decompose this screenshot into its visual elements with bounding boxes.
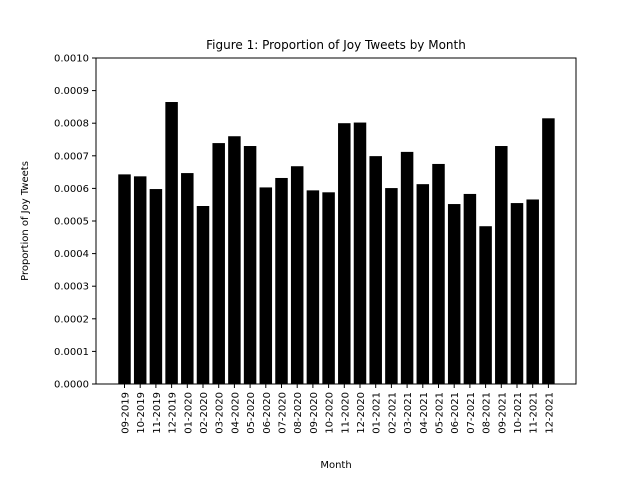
x-axis: 09-2019 10-2019 11-2019 12-2019 01-2020 02-20…	[121, 384, 555, 434]
bar-12-2019	[165, 102, 178, 384]
x-tick-label: 01-2020	[183, 392, 194, 434]
x-tick-label: 06-2021	[450, 392, 461, 434]
bar-06-2020	[259, 187, 273, 384]
x-tick-label: 04-2020	[230, 392, 241, 434]
bar-12-2020	[353, 122, 367, 385]
x-tick-label: 12-2020	[356, 392, 367, 434]
x-tick-label: 10-2021	[513, 392, 524, 434]
x-tick-label: 11-2021	[529, 392, 540, 434]
x-tick-label: 02-2020	[199, 392, 210, 434]
bar-07-2021	[463, 193, 477, 384]
y-axis: 0.0000 0.0001 0.0002 0.0003 0.0004 0.0005 0.00…	[54, 54, 96, 391]
bar-09-2019	[118, 174, 131, 384]
y-tick-label: 0.0005	[54, 217, 89, 228]
bar-09-2021	[495, 146, 508, 384]
bar-04-2021	[416, 184, 430, 384]
bars-group	[118, 102, 555, 385]
y-tick-label: 0.0000	[54, 380, 89, 391]
y-axis-label: Proportion of Joy Tweets	[20, 161, 31, 281]
x-tick-label: 04-2021	[419, 392, 430, 434]
y-tick-label: 0.0010	[54, 54, 89, 65]
bar-08-2021	[479, 226, 492, 384]
bar-08-2020	[290, 166, 304, 384]
bar-11-2020	[338, 123, 351, 384]
plot-frame	[95, 57, 577, 385]
bar-11-2019	[149, 189, 163, 384]
bar-03-2020	[212, 143, 225, 384]
bar-10-2021	[510, 203, 524, 384]
x-axis-label: Month	[320, 460, 351, 471]
y-tick-label: 0.0009	[54, 86, 89, 97]
y-tick-label: 0.0004	[54, 249, 89, 260]
x-tick-label: 07-2021	[466, 392, 477, 434]
y-tick-label: 0.0002	[54, 314, 89, 325]
bar-11-2021	[526, 199, 539, 384]
bar-12-2021	[542, 118, 555, 384]
y-tick-label: 0.0008	[54, 119, 89, 130]
y-tick-label: 0.0001	[54, 347, 89, 358]
y-tick-label: 0.0007	[54, 151, 89, 162]
x-tick-label: 11-2020	[340, 392, 351, 434]
bar-05-2021	[432, 163, 445, 384]
bar-05-2020	[243, 146, 257, 384]
bar-03-2021	[400, 151, 414, 384]
bar-02-2021	[385, 188, 398, 384]
x-tick-label: 09-2020	[309, 392, 320, 434]
y-tick-label: 0.0006	[54, 184, 89, 195]
x-tick-label: 10-2019	[136, 392, 147, 434]
x-tick-label: 03-2020	[215, 392, 226, 434]
bar-10-2019	[133, 176, 147, 384]
x-tick-label: 02-2021	[387, 392, 398, 434]
chart-title: Figure 1: Proportion of Joy Tweets by Mo…	[206, 38, 466, 52]
bar-09-2020	[306, 190, 320, 384]
bar-01-2020	[181, 173, 194, 384]
bar-01-2021	[369, 156, 382, 384]
bar-02-2020	[196, 206, 210, 384]
bar-06-2021	[447, 204, 461, 384]
bar-07-2020	[275, 177, 288, 384]
x-tick-label: 08-2020	[293, 392, 304, 434]
x-tick-label: 09-2019	[121, 392, 132, 434]
bar-04-2020	[228, 136, 241, 384]
x-tick-label: 12-2019	[168, 392, 179, 434]
x-tick-label: 09-2021	[497, 392, 508, 434]
x-tick-label: 07-2020	[278, 392, 289, 434]
x-tick-label: 11-2019	[152, 392, 163, 434]
x-tick-label: 05-2021	[435, 392, 446, 434]
x-tick-label: 03-2021	[403, 392, 414, 434]
y-tick-label: 0.0003	[54, 282, 89, 293]
x-tick-label: 05-2020	[246, 392, 257, 434]
bar-10-2020	[322, 192, 335, 384]
x-tick-label: 08-2021	[482, 392, 493, 434]
x-tick-label: 01-2021	[372, 392, 383, 434]
x-tick-label: 10-2020	[325, 392, 336, 434]
x-tick-label: 06-2020	[262, 392, 273, 434]
x-tick-label: 12-2021	[544, 392, 555, 434]
